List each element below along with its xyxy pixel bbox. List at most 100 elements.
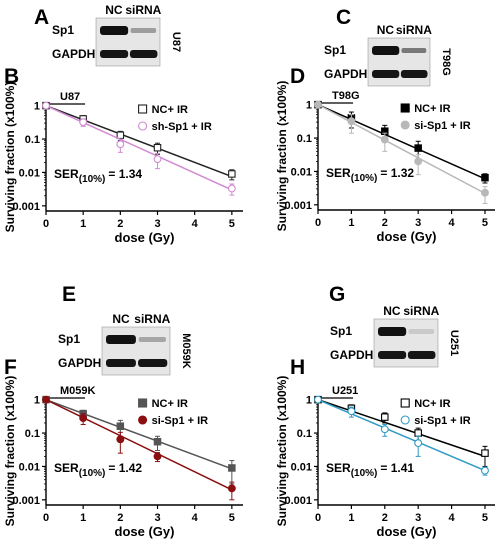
x-axis-label: dose (Gy) <box>377 524 437 539</box>
x-tick-label: 1 <box>80 218 86 230</box>
cell-line-label: T98G <box>440 48 452 76</box>
x-tick-label: 5 <box>229 512 235 524</box>
data-point <box>116 131 125 139</box>
data-point <box>227 484 236 493</box>
ser-prefix: SER <box>54 167 79 181</box>
y-tick-label: 0.001 <box>284 495 312 507</box>
data-point <box>414 157 423 166</box>
lane-label-sirna: siRNA <box>125 3 161 17</box>
y-tick-label: 0.01 <box>291 461 312 473</box>
x-tick-label: 1 <box>80 512 86 524</box>
legend-entry: NC+ IR <box>138 104 188 116</box>
band-sp1-sirna <box>130 28 157 33</box>
data-point <box>42 395 50 404</box>
cell-line-label: U251 <box>448 330 460 356</box>
legend-label: si-Sp1 + IR <box>414 415 471 427</box>
y-axis-label: Surviving fraction (x100%) <box>275 376 289 527</box>
data-point <box>228 170 236 178</box>
chart-panel-d: D 0 1 2 3 4 5 1 0.1 0.01 0.001 dose (Gy) Surviving f… <box>275 65 495 244</box>
y-tick-label: 0.1 <box>25 428 40 440</box>
x-tick-label: 1 <box>348 217 354 229</box>
band-label-sp1: Sp1 <box>58 332 80 346</box>
legend-entry: NC+ IR <box>138 398 188 410</box>
ser-prefix: SER <box>326 166 351 180</box>
x-tick-label: 4 <box>449 512 456 524</box>
data-point <box>481 173 489 182</box>
legend-entry: si-Sp1 + IR <box>138 415 209 427</box>
y-tick-label: 1 <box>34 395 40 407</box>
y-tick-label: 0.01 <box>19 461 40 473</box>
x-tick-label: 5 <box>229 218 235 230</box>
fit-line <box>45 104 233 191</box>
data-point <box>414 429 422 437</box>
panel-letter: G <box>329 283 345 306</box>
x-tick-label: 4 <box>449 217 456 229</box>
x-tick-label: 3 <box>154 512 160 524</box>
blot-membrane <box>101 326 171 376</box>
fit-line <box>317 103 486 195</box>
panel-letter: H <box>290 356 305 379</box>
y-tick-label: 1 <box>34 101 40 113</box>
ser-prefix: SER <box>326 461 351 475</box>
cell-line-tag: U251 <box>332 385 358 397</box>
legend-marker <box>138 121 148 131</box>
legend-marker <box>138 398 148 408</box>
x-tick-label: 0 <box>43 512 49 524</box>
data-point <box>314 100 322 109</box>
ser-prefix: SER <box>54 461 79 475</box>
series-sp1-knockdown <box>42 101 236 196</box>
blot-panel-e: E NC siRNA Sp1 GAPDH M059K <box>58 283 192 376</box>
band-sp1-sirna <box>138 337 166 342</box>
ser-subscript: (10%) <box>79 468 106 479</box>
y-tick-label: 0.1 <box>297 428 312 440</box>
blot-membrane <box>367 37 431 87</box>
x-tick-label: 3 <box>415 217 421 229</box>
x-tick-label: 0 <box>315 217 321 229</box>
x-tick-label: 0 <box>43 218 49 230</box>
band-gapdh-nc <box>100 50 129 58</box>
panel-letter: D <box>290 65 305 88</box>
y-axis-label: Surviving fraction (x100%) <box>275 81 289 232</box>
legend-entry: sh-Sp1 + IR <box>138 121 212 133</box>
legend-marker <box>138 415 148 425</box>
data-point <box>42 101 50 110</box>
band-gapdh-sirna <box>138 359 168 367</box>
band-gapdh-nc <box>372 70 400 78</box>
panel-letter: E <box>62 283 76 306</box>
legend-label: NC+ IR <box>414 398 450 410</box>
lane-label-nc: NC <box>105 3 123 17</box>
ser-value: = 1.42 <box>108 461 142 475</box>
band-sp1-sirna <box>401 48 427 53</box>
cell-line-tag: U87 <box>60 91 80 103</box>
blot-panel-a: A NC siRNA Sp1 GAPDH U87 <box>34 3 182 67</box>
data-point <box>347 117 356 126</box>
x-axis-label: dose (Gy) <box>115 524 175 539</box>
band-sp1-nc <box>372 46 400 55</box>
y-tick-label: 1 <box>306 395 312 407</box>
data-point <box>380 135 389 144</box>
band-sp1-nc <box>100 26 129 35</box>
y-tick-label: 0.001 <box>12 495 40 507</box>
lane-label-nc: NC <box>383 304 401 318</box>
legend-entry: si-Sp1 + IR <box>400 415 471 427</box>
y-tick-label: 0.001 <box>284 200 312 212</box>
data-point <box>347 407 356 416</box>
blot-panel-c: C NC siRNA Sp1 GAPDH T98G <box>324 6 452 87</box>
x-tick-label: 2 <box>117 218 123 230</box>
data-point <box>79 414 88 423</box>
ser-annotation: SER(10%) = 1.41 <box>326 461 414 479</box>
y-tick-label: 0.001 <box>12 201 40 213</box>
lane-label-sirna: siRNA <box>396 23 432 37</box>
x-tick-label: 2 <box>382 217 388 229</box>
series-sp1-knockdown <box>42 395 236 501</box>
legend-marker <box>400 103 410 113</box>
band-label-gapdh: GAPDH <box>58 356 101 370</box>
ser-subscript: (10%) <box>79 174 106 185</box>
y-tick-label: 0.01 <box>291 166 312 178</box>
chart-panel-h: H 0 1 2 3 4 5 1 0.1 0.01 0.001 dose (Gy) Surviving f… <box>275 356 495 539</box>
data-point <box>380 425 389 434</box>
band-gapdh-nc <box>106 359 136 367</box>
series-sp1-knockdown <box>314 100 489 204</box>
legend-label: si-Sp1 + IR <box>152 415 209 427</box>
data-point <box>116 140 125 149</box>
